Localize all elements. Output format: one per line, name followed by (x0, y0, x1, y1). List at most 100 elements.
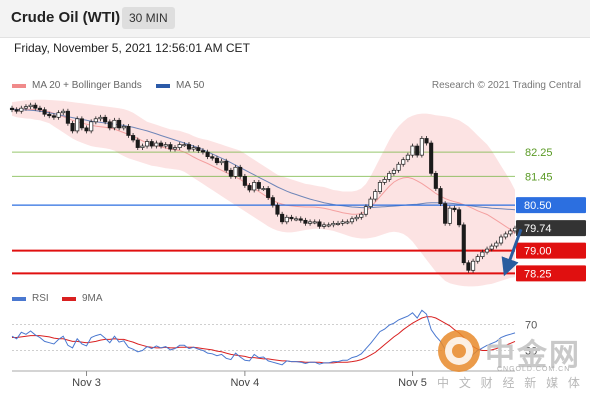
candle-up (177, 144, 182, 148)
credit-text: Research © 2021 Trading Central (431, 80, 581, 91)
candle-up (261, 188, 266, 191)
candle-down (424, 138, 429, 144)
candle-down (135, 139, 140, 148)
legend-rsi-ma-label: 9MA (82, 293, 103, 304)
candle-down (117, 119, 122, 129)
candle-up (410, 145, 415, 156)
candle-down (205, 151, 210, 158)
candle-up (252, 182, 257, 191)
candle-down (317, 221, 322, 227)
candle-down (210, 156, 215, 159)
candle-down (415, 145, 420, 156)
candle-down (158, 142, 164, 147)
candle-up (340, 221, 345, 224)
candle-up (498, 236, 504, 244)
level-tag-pivot (516, 197, 586, 214)
instrument-title: Crude Oil (WTI) (11, 9, 121, 26)
candle-up (75, 118, 80, 132)
candle-down (131, 135, 136, 141)
watermark-tagline: 中 文 财 经 新 媒 体 (437, 376, 583, 390)
timestamp: Friday, November 5, 2021 12:56:01 AM CET (14, 41, 250, 55)
candle-down (14, 109, 19, 112)
candle-up (28, 104, 33, 108)
candle-down (466, 262, 471, 271)
candle-up (23, 106, 29, 109)
candle-down (289, 216, 294, 220)
candle-up (98, 116, 103, 120)
candle-up (172, 147, 178, 150)
legend-rsi-ma: 9MA (62, 293, 103, 304)
level-label: 78.25 (524, 268, 552, 280)
candle-up (363, 206, 369, 215)
candle-down (242, 176, 247, 186)
candle-up (387, 172, 392, 180)
candle-up (494, 242, 499, 247)
candle-down (47, 113, 52, 117)
level-tag-last (516, 220, 586, 237)
candle-up (485, 248, 490, 253)
legend-bollinger-swatch (12, 83, 26, 88)
candle-up (512, 227, 518, 232)
candle-up (359, 213, 364, 218)
candle-up (326, 224, 331, 227)
time-axis-label: Nov 3 (72, 377, 101, 389)
candle-down (270, 197, 275, 206)
candle-down (149, 141, 154, 147)
candle-up (401, 159, 406, 165)
legend-rsi-swatch (12, 296, 26, 301)
level-label: 80.50 (524, 200, 552, 212)
candle-up (503, 233, 508, 238)
legend-ma50-swatch (156, 83, 170, 88)
legend-ma50: MA 50 (156, 80, 204, 91)
candle-down (84, 127, 89, 132)
candle-down (228, 169, 233, 177)
level-label: 81.45 (525, 171, 553, 183)
legend-ma50-label: MA 50 (176, 80, 205, 91)
candle-up (321, 224, 327, 227)
legend-bollinger-label: MA 20 + Bollinger Bands (32, 80, 142, 91)
candle-up (335, 222, 341, 225)
candle-down (79, 118, 84, 129)
candle-down (126, 126, 131, 136)
rsi-ma-line (12, 316, 516, 364)
candle-up (508, 230, 513, 235)
candle-down (9, 107, 15, 111)
candle-down (438, 188, 443, 204)
candle-up (354, 216, 359, 220)
candle-down (103, 116, 108, 123)
time-axis-label: Nov 5 (398, 377, 427, 389)
candle-up (331, 222, 336, 226)
candle-down (429, 142, 434, 174)
level-tag-support (516, 265, 586, 282)
candle-down (275, 204, 280, 215)
top-bar: Crude Oil (WTI) 30 MIN (0, 0, 590, 38)
candle-up (154, 142, 159, 147)
candle-up (61, 110, 66, 114)
candle-up (447, 207, 452, 224)
candle-up (140, 145, 145, 148)
watermark-url: CNGOLD.COM.CN (497, 366, 571, 373)
timeframe-button[interactable]: 30 MIN (122, 7, 175, 29)
candle-down (42, 109, 47, 115)
legend-bollinger: MA 20 + Bollinger Bands (12, 80, 142, 91)
legend-rsi-label: RSI (32, 293, 49, 304)
rsi-line (11, 309, 516, 366)
candle-down (256, 182, 261, 189)
candle-down (247, 185, 252, 191)
candle-down (186, 144, 192, 150)
candle-down (433, 172, 438, 189)
rsi-level-label: 30 (525, 346, 537, 358)
candle-up (368, 198, 373, 208)
candle-down (65, 110, 70, 124)
candle-up (19, 107, 24, 112)
candle-down (461, 224, 466, 264)
candle-up (382, 179, 387, 183)
candle-down (33, 104, 38, 109)
candle-up (89, 121, 94, 132)
candle-up (163, 144, 168, 147)
level-tag-support (516, 242, 586, 259)
candle-down (298, 218, 303, 221)
candle-up (112, 119, 117, 129)
level-label: 82.25 (525, 147, 553, 159)
